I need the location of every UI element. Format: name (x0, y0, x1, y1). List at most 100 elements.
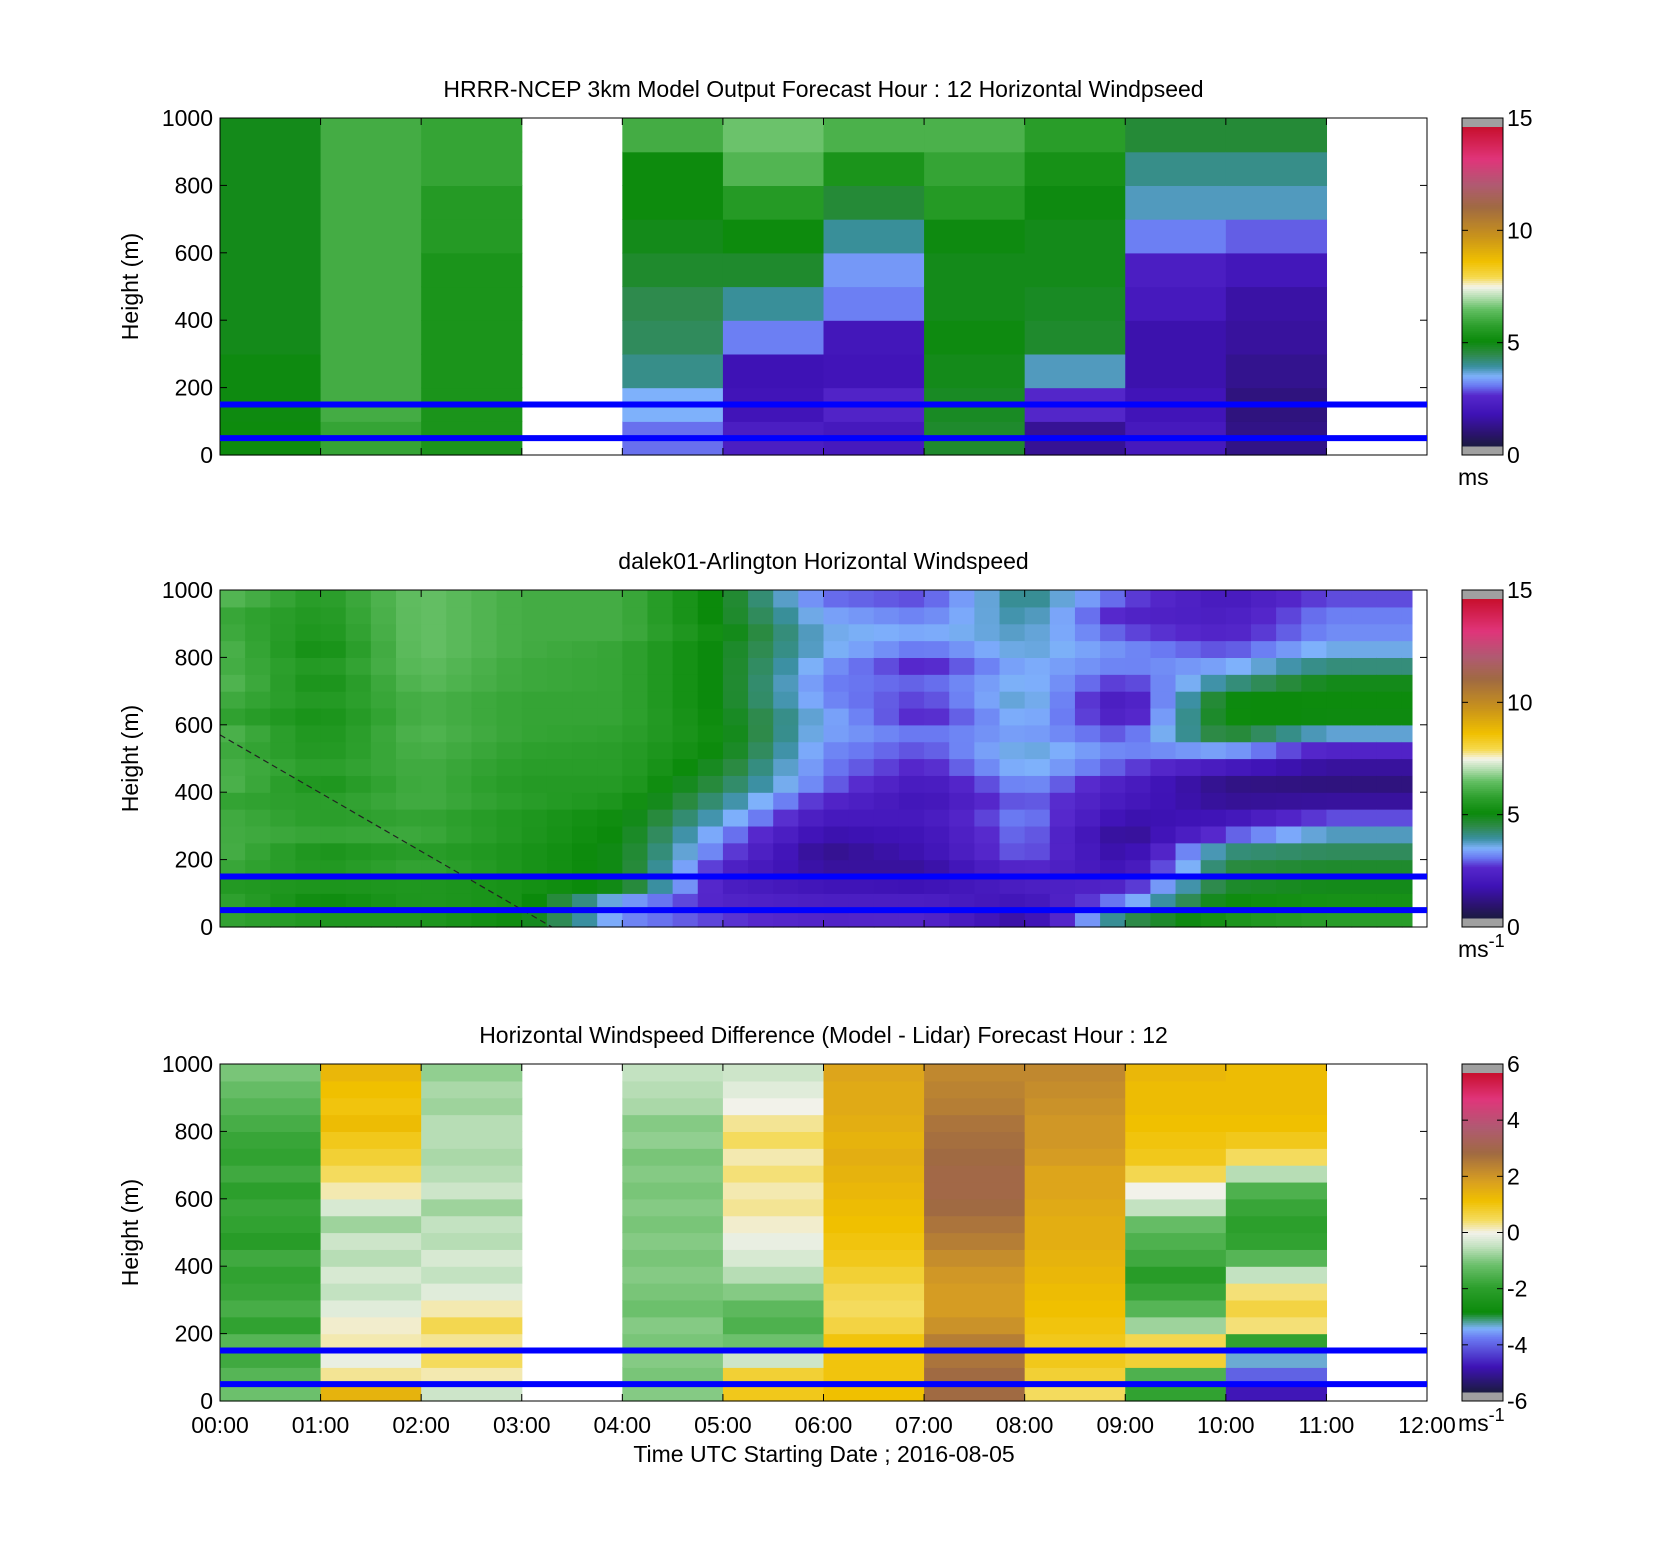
heatmap-cell (295, 741, 322, 760)
heatmap-cell (320, 1299, 422, 1318)
colorbar-segment (1462, 684, 1503, 688)
heatmap-cell (1250, 876, 1277, 894)
heatmap-cell (421, 353, 523, 389)
heatmap-cell (1150, 842, 1177, 861)
heatmap-cell (1301, 657, 1328, 675)
heatmap-cell (924, 859, 950, 878)
heatmap-cell (1225, 657, 1252, 675)
heatmap-cell (697, 606, 724, 625)
heatmap-cell (471, 809, 498, 827)
heatmap-cell (622, 825, 649, 844)
colorbar-segment (1462, 406, 1503, 409)
heatmap-cell (270, 657, 297, 675)
heatmap-cell (471, 623, 498, 642)
heatmap-cell (446, 792, 473, 810)
colorbar-segment (1462, 186, 1503, 190)
heatmap-cell (421, 707, 447, 726)
colorbar-segment (1462, 1216, 1503, 1220)
colorbar-segment (1462, 1320, 1503, 1323)
colorbar-segment (1462, 354, 1503, 357)
heatmap-cell (924, 1181, 1026, 1200)
colorbar-segment (1462, 1318, 1503, 1321)
heatmap-cell (974, 623, 1001, 642)
heatmap-cell (949, 707, 975, 726)
heatmap-cell (1100, 590, 1126, 608)
heatmap-cell (220, 758, 246, 776)
heatmap-cell (521, 893, 548, 911)
colorbar-segment (1462, 374, 1503, 377)
colorbar-segment (1462, 152, 1503, 156)
heatmap-cell (823, 825, 850, 844)
heatmap-cell (1175, 758, 1202, 776)
colorbar-segment (1462, 730, 1503, 734)
heatmap-cell (597, 859, 623, 878)
colorbar-segment (1462, 648, 1503, 652)
heatmap-cell (924, 185, 1026, 220)
heatmap-cell (1225, 185, 1328, 220)
heatmap-cell (823, 741, 850, 760)
colorbar-segment (1462, 718, 1503, 722)
colorbar-segment (1462, 1354, 1503, 1357)
heatmap-cell (220, 1316, 322, 1335)
heatmap-cell (974, 859, 1001, 878)
heatmap-cell (798, 825, 825, 844)
colorbar-segment (1462, 1128, 1503, 1132)
colorbar-segment (1462, 600, 1503, 604)
colorbar-segment (1462, 1188, 1503, 1192)
colorbar-segment (1462, 196, 1503, 200)
colorbar-segment (1462, 1140, 1503, 1144)
heatmap-cell (622, 606, 649, 625)
colorbar-segment (1462, 858, 1503, 861)
heatmap-cell (773, 758, 799, 776)
heatmap-cell (320, 1367, 422, 1385)
heatmap-cell (345, 775, 372, 793)
heatmap-cell (396, 775, 422, 793)
colorbar-segment (1462, 914, 1503, 917)
heatmap-cell (722, 758, 749, 776)
colorbar-segment (1462, 404, 1503, 407)
colorbar-segment (1462, 162, 1503, 166)
heatmap-cell (848, 825, 875, 844)
heatmap-cell (1024, 859, 1051, 878)
heatmap-cell (924, 252, 1026, 288)
colorbar-segment (1462, 788, 1503, 791)
colorbar-segment (1462, 348, 1503, 351)
heatmap-cell (396, 623, 422, 642)
heatmap-cell (370, 842, 397, 861)
heatmap-cell (748, 606, 774, 625)
heatmap-cell (999, 792, 1026, 810)
heatmap-cell (1150, 893, 1177, 911)
colorbar-segment (1462, 442, 1503, 445)
heatmap-cell (1351, 674, 1378, 692)
heatmap-cell (320, 707, 347, 726)
heatmap-cell (647, 825, 674, 844)
colorbar-segment (1462, 230, 1503, 234)
heatmap-cell (1125, 691, 1151, 709)
heatmap-cell (1225, 1064, 1328, 1082)
heatmap-cell (345, 606, 372, 625)
heatmap-cell (370, 893, 397, 911)
heatmap-cell (722, 590, 749, 608)
heatmap-cell (446, 775, 473, 793)
colorbar-segment (1462, 1126, 1503, 1130)
heatmap-cell (1150, 792, 1177, 810)
heatmap-cell (823, 842, 850, 861)
heatmap-cell (546, 893, 573, 911)
heatmap-cell (823, 1165, 925, 1183)
heatmap-cell (748, 775, 774, 793)
heatmap-cell (924, 792, 950, 810)
colorbar-segment (1462, 906, 1503, 909)
colorbar-segment (1462, 264, 1503, 268)
colorbar-segment (1462, 754, 1503, 758)
heatmap-cell (697, 724, 724, 743)
heatmap-cell (1351, 775, 1378, 793)
heatmap-cell (999, 674, 1026, 692)
heatmap-cell (798, 674, 825, 692)
colorbar-segment (1462, 902, 1503, 905)
heatmap-cell (245, 691, 271, 709)
heatmap-cell (1024, 1384, 1126, 1402)
colorbar-segment (1462, 768, 1503, 771)
heatmap-cell (1401, 859, 1413, 878)
colorbar-segment (1462, 1242, 1503, 1245)
